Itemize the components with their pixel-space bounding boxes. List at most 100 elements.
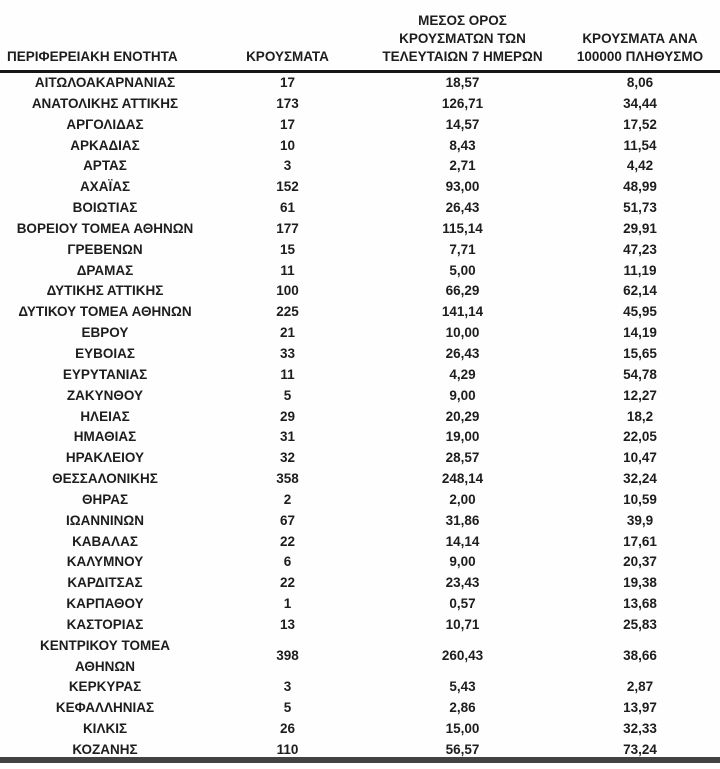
cases-cell: 2 [283,491,292,507]
per100k-cell: 13,97 [623,700,657,716]
table-row: ΔΥΤΙΚΗΣ ΑΤΤΙΚΗΣ 100 66,29 62,14 [0,281,720,302]
avg7-cell: 56,57 [445,742,480,757]
table-row: ΙΩΑΝΝΙΝΩΝ 67 31,86 39,9 [0,511,720,532]
region-cell: ΔΥΤΙΚΟΥ ΤΟΜΕΑ ΑΘΗΝΩΝ [18,304,192,320]
table-body: ΑΙΤΩΛΟΑΚΑΡΝΑΝΙΑΣ 17 18,57 8,06 ΑΝΑΤΟΛΙΚΗΣ ΑΤ… [0,72,720,761]
cases-cell: 1 [283,596,292,612]
cases-cell: 225 [276,304,299,320]
cases-cell: 398 [276,648,299,664]
column-header-region: ΠΕΡΙΦΕΡΕΙΑΚΗ ΕΝΟΤΗΤΑ [0,0,210,73]
per100k-cell: 48,99 [623,179,657,195]
cases-cell: 17 [279,116,296,132]
column-header-cases: ΚΡΟΥΣΜΑΤΑ [210,0,365,73]
per100k-cell: 47,23 [623,241,657,257]
table-row: ΕΒΡΟΥ 21 10,00 14,19 [0,323,720,344]
region-cell: ΘΗΡΑΣ [81,491,129,507]
table-row: ΚΑΒΑΛΑΣ 22 14,14 17,61 [0,532,720,553]
region-cell: ΚΕΝΤΡΙΚΟΥ ΤΟΜΕΑ ΑΘΗΝΩΝ [39,637,171,674]
avg7-cell: 2,00 [449,491,476,507]
cases-cell: 31 [279,429,296,445]
table-row: ΑΝΑΤΟΛΙΚΗΣ ΑΤΤΙΚΗΣ 173 126,71 34,44 [0,94,720,115]
region-cell: ΑΡΓΟΛΙΔΑΣ [66,116,144,132]
cases-cell: 11 [280,366,295,382]
cases-cell: 22 [279,575,296,591]
per100k-cell: 14,19 [623,325,657,341]
per100k-cell: 22,05 [623,429,657,445]
region-cell: ΕΥΒΟΙΑΣ [75,345,135,361]
region-cell: ΗΜΑΘΙΑΣ [73,429,137,445]
region-cell: ΕΥΡΥΤΑΝΙΑΣ [62,366,148,382]
avg7-cell: 5,00 [449,262,476,278]
avg7-cell: 28,57 [445,450,480,466]
per100k-cell: 4,42 [626,158,654,174]
region-cell: ΚΟΖΑΝΗΣ [72,742,138,757]
region-cell: ΑΧΑΪΑΣ [79,179,131,195]
table-row: ΗΜΑΘΙΑΣ 31 19,00 22,05 [0,427,720,448]
avg7-cell: 141,14 [441,304,484,320]
table-row: ΗΡΑΚΛΕΙΟΥ 32 28,57 10,47 [0,448,720,469]
table-row: ΗΛΕΙΑΣ 29 20,29 18,2 [0,407,720,428]
per100k-cell: 62,14 [623,283,657,299]
column-header-per100k: ΚΡΟΥΣΜΑΤΑ ΑΝΑ 100000 ΠΛΗΘΥΣΜΟ [560,0,720,73]
per100k-cell: 38,66 [623,648,657,664]
avg7-cell: 15,00 [445,721,480,737]
region-cell: ΘΕΣΣΑΛΟΝΙΚΗΣ [52,471,158,487]
region-cell: ΚΕΦΑΛΛΗΝΙΑΣ [55,700,155,716]
per100k-cell: 25,83 [623,616,657,632]
per100k-cell: 10,47 [623,450,657,466]
per100k-cell: 10,59 [623,491,657,507]
cases-cell: 32 [279,450,296,466]
per100k-cell: 11,54 [623,137,657,153]
table-row: ΒΟΡΕΙΟΥ ΤΟΜΕΑ ΑΘΗΝΩΝ 177 115,14 29,91 [0,219,720,240]
table-row: ΑΡΚΑΔΙΑΣ 10 8,43 11,54 [0,136,720,157]
avg7-cell: 19,00 [445,429,480,445]
table-row: ΚΕΡΚΥΡΑΣ 3 5,43 2,87 [0,677,720,698]
per100k-cell: 17,61 [623,533,657,549]
region-cell: ΚΕΡΚΥΡΑΣ [68,679,142,695]
avg7-cell: 20,29 [445,408,480,424]
cases-cell: 22 [279,533,296,549]
region-cell: ΓΡΕΒΕΝΩΝ [67,241,143,257]
table-row: ΓΡΕΒΕΝΩΝ 15 7,71 47,23 [0,240,720,261]
per100k-cell: 34,44 [623,95,657,111]
cases-cell: 173 [276,95,299,111]
cases-cell: 61 [279,200,296,216]
cases-cell: 5 [283,387,292,403]
avg7-cell: 23,43 [445,575,480,591]
table-row: ΚΑΣΤΟΡΙΑΣ 13 10,71 25,83 [0,615,720,636]
cases-cell: 29 [279,408,296,424]
avg7-cell: 260,43 [441,648,484,664]
region-cell: ΚΑΡΔΙΤΣΑΣ [67,575,143,591]
table-row: ΚΙΛΚΙΣ 26 15,00 32,33 [0,719,720,740]
avg7-cell: 26,43 [445,345,480,361]
per100k-cell: 29,91 [623,220,657,236]
avg7-cell: 14,57 [445,116,480,132]
avg7-cell: 10,00 [445,325,480,341]
table-row: ΘΗΡΑΣ 2 2,00 10,59 [0,490,720,511]
avg7-cell: 126,71 [441,95,484,111]
avg7-cell: 14,14 [445,533,480,549]
region-cell: ΚΑΒΑΛΑΣ [72,533,138,549]
avg7-cell: 9,00 [449,554,476,570]
table-row: ΔΡΑΜΑΣ 11 5,00 11,19 [0,261,720,282]
cases-cell: 110 [276,742,299,757]
region-cell: ΕΒΡΟΥ [81,325,129,341]
avg7-cell: 10,71 [445,616,480,632]
avg7-cell: 9,00 [449,387,476,403]
table-row: ΘΕΣΣΑΛΟΝΙΚΗΣ 358 248,14 32,24 [0,469,720,490]
per100k-cell: 13,68 [623,596,657,612]
column-header-avg7: ΜΕΣΟΣ ΟΡΟΣ ΚΡΟΥΣΜΑΤΩΝ ΤΩΝ ΤΕΛΕΥΤΑΙΩΝ 7 Η… [365,0,560,73]
table-row: ΔΥΤΙΚΟΥ ΤΟΜΕΑ ΑΘΗΝΩΝ 225 141,14 45,95 [0,302,720,323]
table-row: ΚΑΡΠΑΘΟΥ 1 0,57 13,68 [0,594,720,615]
region-cell: ΔΡΑΜΑΣ [76,262,134,278]
table-row: ΚΑΡΔΙΤΣΑΣ 22 23,43 19,38 [0,573,720,594]
cases-cell: 5 [283,700,292,716]
table-row: ΑΡΓΟΛΙΔΑΣ 17 14,57 17,52 [0,115,720,136]
table-row: ΕΥΡΥΤΑΝΙΑΣ 11 4,29 54,78 [0,365,720,386]
table-header-row: ΠΕΡΙΦΕΡΕΙΑΚΗ ΕΝΟΤΗΤΑ ΚΡΟΥΣΜΑΤΑ ΜΕΣΟΣ ΟΡΟ… [0,0,720,73]
avg7-cell: 8,43 [449,137,476,153]
avg7-cell: 66,29 [445,283,480,299]
cases-cell: 26 [279,721,296,737]
per100k-cell: 8,06 [626,75,654,90]
